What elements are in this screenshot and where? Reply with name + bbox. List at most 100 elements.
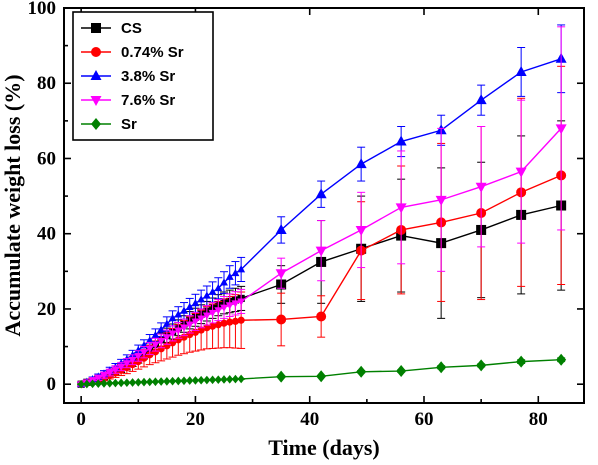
data-point [435,195,447,206]
data-point [145,345,154,353]
data-point [191,376,200,385]
data-point [174,327,183,335]
data-point [231,268,240,277]
data-point [122,360,131,368]
data-point [186,376,194,385]
data-point [197,315,206,323]
data-point [100,372,108,380]
x-tick-label: 80 [529,409,548,430]
data-point [231,300,240,308]
data-point [174,376,182,386]
y-axis-ticks: 0 20 40 60 80 100 [28,0,584,395]
data-point [231,374,240,384]
y-axis-title: Accumulate weight loss (%) [0,74,25,336]
y-tick-label: 40 [37,224,56,245]
data-point [77,379,85,389]
data-point [180,376,188,386]
data-point [106,378,114,388]
series-3 [77,26,567,389]
data-point [356,365,367,378]
y-tick-label: 60 [37,148,56,169]
x-axis-ticks: 0 20 40 60 80 [76,8,548,430]
x-tick-label: 60 [415,409,434,430]
legend-marker [90,96,102,106]
x-tick-label: 40 [300,409,319,430]
data-point [355,225,367,236]
x-tick-label: 20 [186,409,205,430]
data-point [146,377,154,387]
data-point [220,375,228,384]
data-point [168,314,177,322]
data-point [134,346,143,354]
data-point [191,318,200,326]
data-point [191,298,200,307]
data-point [180,306,188,314]
data-point [396,365,407,378]
data-point [208,322,217,330]
data-point [355,158,367,169]
data-point [226,374,234,384]
data-point [117,363,126,371]
data-point [105,369,114,377]
legend-label: Sr [121,116,137,133]
data-point [515,167,527,178]
y-tick-label: 20 [37,299,56,320]
data-point [197,295,206,303]
legend-marker [91,47,101,57]
data-point [134,377,142,387]
data-point [208,309,217,318]
legend-label: CS [121,20,142,37]
data-point [128,378,137,387]
data-point [208,375,217,385]
data-point [111,378,120,388]
data-point [276,370,287,383]
data-point [516,355,527,368]
y-tick-label: 80 [37,73,56,94]
data-point [275,269,287,280]
legend-marker [91,23,101,33]
data-point [315,246,327,257]
data-point [214,283,223,292]
data-point [157,377,165,386]
data-point [88,379,97,389]
data-point [111,366,120,374]
data-point [151,341,160,350]
data-point [316,311,327,322]
data-point [395,203,407,214]
y-tick-label: 0 [47,374,57,395]
data-point [162,319,171,327]
data-point [145,336,154,344]
data-point [140,349,148,357]
data-point [151,377,160,387]
data-point [237,298,246,306]
data-point [275,223,287,234]
legend-label: 0.74% Sr [121,44,184,61]
data-point [185,302,194,310]
data-point [174,310,183,318]
data-point [185,321,194,329]
data-point [151,330,160,339]
data-point [237,316,245,324]
data-point [214,375,222,384]
data-point [220,304,228,312]
data-point [94,374,103,383]
legend-marker [90,70,102,80]
data-point [203,324,211,332]
data-point [123,378,131,388]
data-point [140,377,148,387]
data-point [168,376,177,386]
data-point [134,353,143,361]
data-point [556,353,567,366]
data-point [225,302,234,310]
data-point [157,338,166,346]
data-point [214,307,223,315]
data-point [220,278,228,286]
series-4 [77,353,567,389]
data-point [475,182,487,193]
data-point [203,375,211,385]
y-tick-label: 100 [28,0,57,19]
data-point [315,188,327,199]
data-point [202,291,211,299]
data-point [168,330,177,338]
